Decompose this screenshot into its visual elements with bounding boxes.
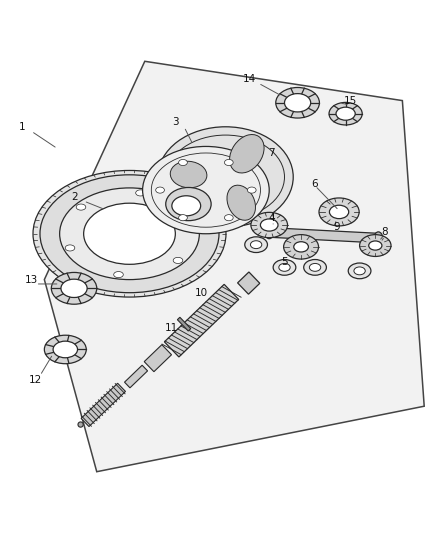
Polygon shape — [177, 317, 191, 331]
Ellipse shape — [348, 263, 371, 279]
Ellipse shape — [40, 175, 219, 293]
Text: 6: 6 — [312, 179, 318, 189]
Ellipse shape — [374, 232, 383, 244]
Ellipse shape — [179, 215, 187, 221]
Ellipse shape — [224, 215, 233, 221]
Ellipse shape — [78, 422, 83, 427]
Text: 10: 10 — [195, 288, 208, 298]
Text: 15: 15 — [343, 95, 357, 106]
Ellipse shape — [319, 198, 359, 226]
Polygon shape — [144, 345, 172, 372]
Ellipse shape — [173, 257, 183, 263]
Ellipse shape — [251, 212, 288, 238]
Text: 8: 8 — [381, 227, 388, 237]
Ellipse shape — [158, 127, 293, 227]
Ellipse shape — [245, 237, 268, 253]
Text: 13: 13 — [25, 274, 38, 285]
Ellipse shape — [76, 204, 86, 210]
Polygon shape — [237, 272, 260, 294]
Ellipse shape — [44, 335, 86, 364]
Ellipse shape — [265, 226, 274, 239]
Text: 11: 11 — [164, 322, 177, 333]
Ellipse shape — [230, 134, 264, 173]
Ellipse shape — [329, 102, 362, 125]
Ellipse shape — [304, 260, 326, 275]
Ellipse shape — [354, 267, 365, 275]
Ellipse shape — [184, 216, 194, 223]
Ellipse shape — [65, 245, 75, 251]
Ellipse shape — [360, 235, 391, 256]
Polygon shape — [44, 61, 424, 472]
Ellipse shape — [61, 279, 87, 297]
Ellipse shape — [170, 161, 207, 188]
Text: 14: 14 — [243, 74, 256, 84]
Ellipse shape — [136, 190, 145, 196]
Ellipse shape — [166, 188, 211, 221]
Ellipse shape — [227, 185, 255, 220]
Text: 4: 4 — [268, 214, 275, 223]
Ellipse shape — [309, 263, 321, 271]
Ellipse shape — [84, 203, 175, 264]
Ellipse shape — [284, 235, 318, 259]
Ellipse shape — [279, 263, 290, 271]
Text: 1: 1 — [19, 122, 26, 132]
Polygon shape — [81, 383, 125, 426]
Ellipse shape — [60, 188, 199, 280]
Ellipse shape — [155, 187, 164, 193]
Text: 5: 5 — [281, 257, 288, 267]
Polygon shape — [164, 284, 239, 357]
Ellipse shape — [143, 147, 269, 234]
Ellipse shape — [33, 171, 226, 297]
Ellipse shape — [276, 87, 319, 118]
Ellipse shape — [273, 260, 296, 275]
Ellipse shape — [261, 219, 278, 231]
Ellipse shape — [247, 187, 256, 193]
Ellipse shape — [51, 272, 97, 304]
Ellipse shape — [285, 94, 311, 112]
Text: 12: 12 — [29, 375, 42, 385]
Ellipse shape — [179, 159, 187, 166]
Ellipse shape — [172, 196, 201, 216]
Ellipse shape — [294, 242, 308, 252]
Ellipse shape — [251, 241, 262, 248]
Polygon shape — [269, 228, 378, 243]
Ellipse shape — [224, 159, 233, 166]
Ellipse shape — [369, 241, 382, 250]
Ellipse shape — [53, 341, 78, 358]
Text: 3: 3 — [172, 117, 179, 127]
Text: 7: 7 — [268, 148, 275, 158]
Text: 9: 9 — [334, 222, 340, 232]
Polygon shape — [124, 365, 148, 388]
Ellipse shape — [329, 205, 349, 219]
Ellipse shape — [114, 271, 124, 278]
Ellipse shape — [336, 107, 355, 120]
Text: 2: 2 — [71, 192, 78, 201]
